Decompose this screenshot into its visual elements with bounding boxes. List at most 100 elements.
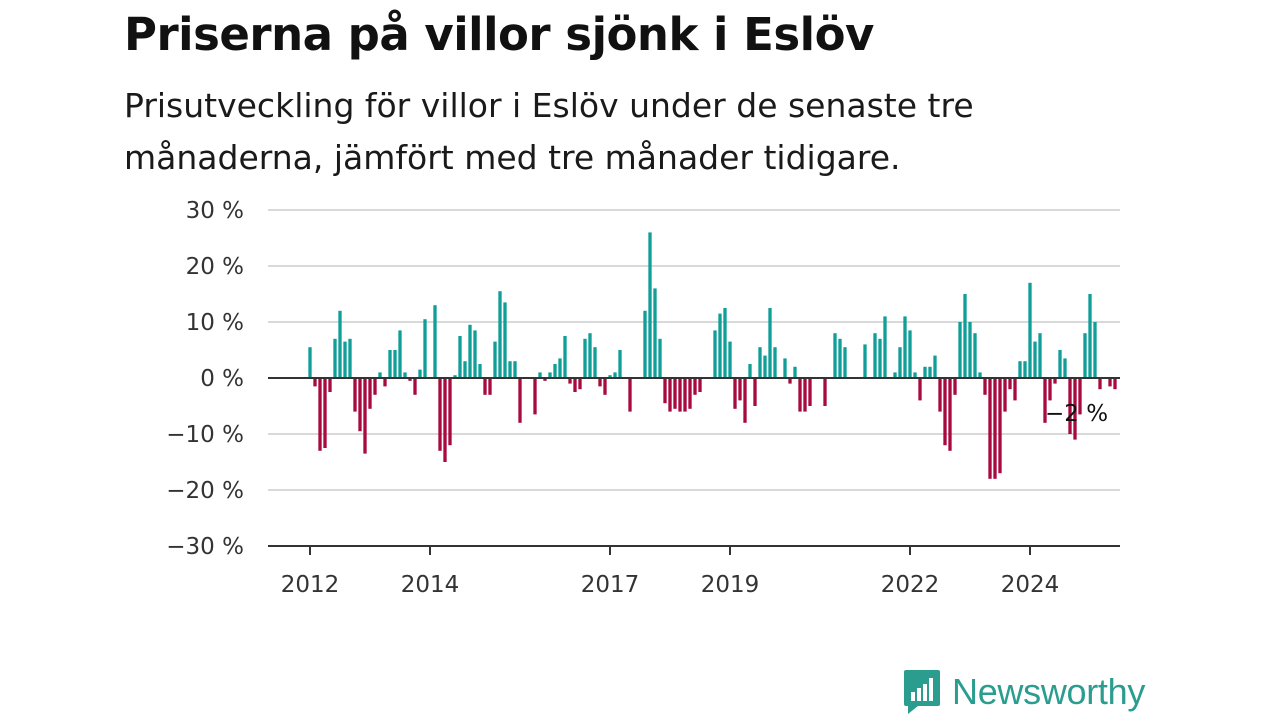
bar (1043, 378, 1047, 423)
x-tick-label: 2017 (581, 572, 640, 598)
bar (1058, 350, 1062, 378)
bar (463, 361, 467, 378)
bar (803, 378, 807, 412)
bar (843, 347, 847, 378)
y-tick-label: 10 % (186, 310, 244, 336)
bar (1003, 378, 1007, 412)
bar (598, 378, 602, 387)
bar (878, 338, 882, 378)
bar (663, 378, 667, 404)
bar (338, 310, 342, 378)
bar (378, 372, 382, 378)
bar (318, 378, 322, 451)
bar (838, 338, 842, 378)
bar (873, 333, 877, 378)
bar (943, 378, 947, 446)
bar (388, 350, 392, 378)
bar (593, 347, 597, 378)
y-tick-label: −10 % (166, 422, 244, 448)
bar (443, 378, 447, 462)
bar (973, 333, 977, 378)
bar (998, 378, 1002, 474)
bar (413, 378, 417, 395)
bar (773, 347, 777, 378)
bar (718, 313, 722, 378)
bar (368, 378, 372, 409)
newsworthy-logo: Newsworthy (902, 668, 1145, 716)
bar (433, 305, 437, 378)
bar (1053, 378, 1057, 384)
bar (833, 333, 837, 378)
chart-title: Priserna på villor sjönk i Eslöv (124, 8, 874, 61)
bar (1073, 378, 1077, 440)
bar (1018, 361, 1022, 378)
bar (438, 378, 442, 451)
bar (373, 378, 377, 395)
gridlines (268, 209, 1120, 491)
bar (673, 378, 677, 409)
x-tick-label: 2024 (1001, 572, 1060, 598)
bar (588, 333, 592, 378)
x-tick-label: 2012 (281, 572, 340, 598)
bar (643, 310, 647, 378)
bar (423, 319, 427, 378)
bar (493, 341, 497, 378)
bar (923, 366, 927, 378)
bar (573, 378, 577, 392)
bar (403, 372, 407, 378)
bar (783, 358, 787, 378)
bar (1013, 378, 1017, 401)
bar (908, 330, 912, 378)
bar (938, 378, 942, 412)
y-tick-label: 20 % (186, 254, 244, 280)
bar (308, 347, 312, 378)
bar (358, 378, 362, 432)
bar (883, 316, 887, 378)
bar (393, 350, 397, 378)
bar (983, 378, 987, 395)
bar (693, 378, 697, 395)
bar (468, 324, 472, 378)
bar (948, 378, 952, 451)
bar (713, 330, 717, 378)
bar (978, 372, 982, 378)
bar (823, 378, 827, 406)
x-tick-label: 2014 (401, 572, 460, 598)
bar (738, 378, 742, 401)
bar (963, 294, 967, 378)
bar (478, 364, 482, 378)
axes (268, 377, 1120, 547)
bar (723, 308, 727, 378)
bar (788, 378, 792, 384)
bar (448, 378, 452, 446)
bar (313, 378, 317, 387)
bar (728, 341, 732, 378)
bar (683, 378, 687, 412)
bar (653, 288, 657, 378)
bar (553, 364, 557, 378)
last-value-annotation: −2 % (1045, 401, 1108, 427)
bar (1038, 333, 1042, 378)
bar (543, 378, 547, 381)
y-axis-labels: 30 % 20 % 10 % 0 % −10 % −20 % −30 % (166, 198, 244, 560)
bar-chart-speech-bubble-icon (904, 670, 940, 714)
bar (758, 347, 762, 378)
bar (518, 378, 522, 423)
bar (1098, 378, 1102, 390)
bar (913, 372, 917, 378)
bar (903, 316, 907, 378)
bar (398, 330, 402, 378)
bar (513, 361, 517, 378)
bar (988, 378, 992, 479)
bar (548, 372, 552, 378)
bar (498, 291, 502, 378)
bar (668, 378, 672, 412)
bar (898, 347, 902, 378)
x-tick-label: 2019 (701, 572, 760, 598)
bar (1078, 378, 1082, 415)
bar (748, 364, 752, 378)
bar (488, 378, 492, 395)
bar (733, 378, 737, 409)
bar (933, 355, 937, 378)
